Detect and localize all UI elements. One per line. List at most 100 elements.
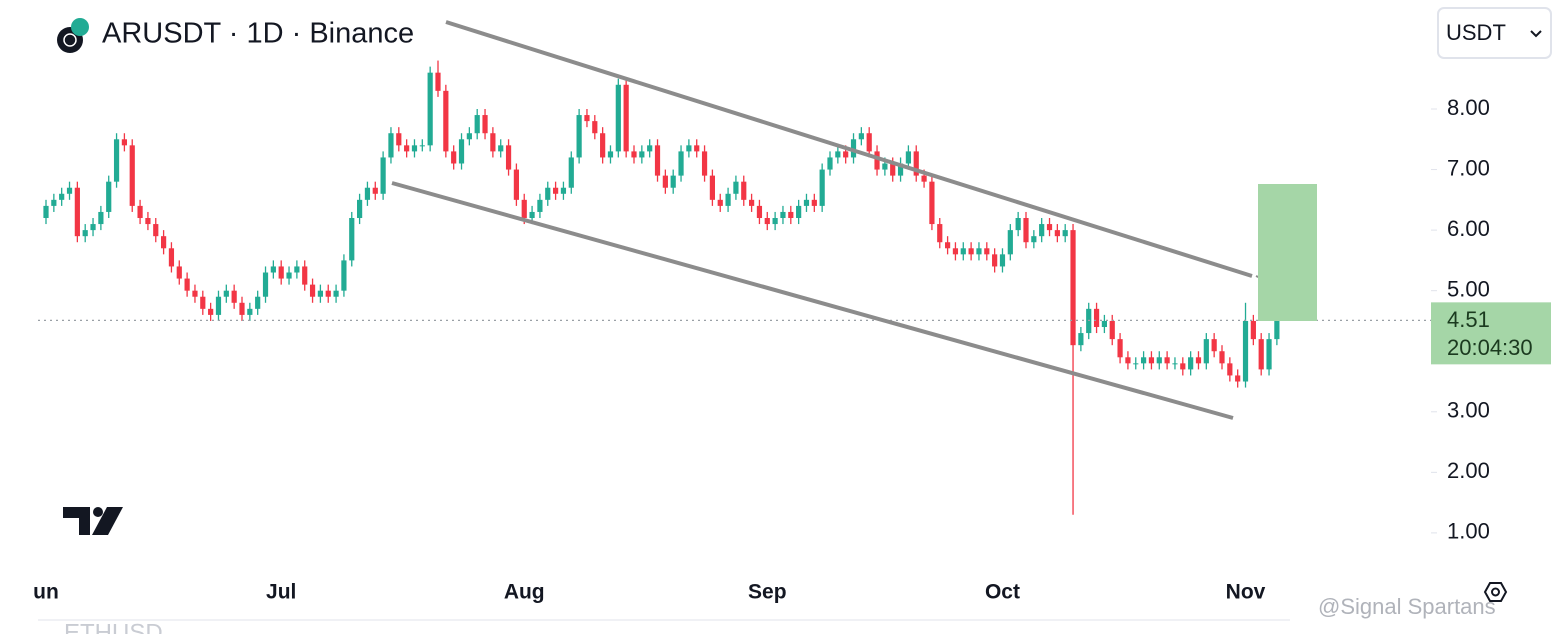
candle-body: [74, 187, 80, 237]
candle-body: [897, 163, 904, 176]
x-tick-label: Oct: [985, 581, 1020, 604]
candle-body: [819, 169, 825, 206]
candle-body: [302, 266, 308, 285]
candle-body: [443, 90, 449, 152]
candle-body: [1093, 308, 1100, 328]
candle-body: [647, 145, 653, 152]
candle-body: [1039, 224, 1045, 237]
settings-icon[interactable]: [1483, 582, 1508, 602]
candle-body: [294, 266, 300, 273]
candle-body: [215, 296, 222, 315]
candle-body: [451, 151, 457, 164]
candle-body: [1180, 363, 1186, 370]
bottom-ticker: ETHUSD: [64, 619, 163, 634]
candle-body: [890, 163, 896, 176]
candle-body: [709, 175, 715, 200]
y-tick-label: 8.00: [1447, 95, 1490, 120]
candle-body: [686, 145, 692, 152]
candle-body: [113, 139, 120, 182]
logo-slash: [92, 507, 123, 535]
candle-body: [458, 139, 465, 164]
candle-body: [568, 157, 574, 188]
countdown-label: 20:04:30: [1447, 335, 1533, 360]
candle-body: [827, 157, 833, 170]
candle-body: [1133, 363, 1139, 365]
candle-body: [372, 187, 378, 194]
symbol-icon-inner: [63, 33, 77, 47]
candle-body: [1023, 218, 1029, 243]
target-box: [1258, 184, 1317, 321]
candle-body: [247, 308, 253, 315]
candle-body: [741, 181, 747, 200]
candle-body: [505, 145, 512, 170]
candle-body: [341, 260, 347, 291]
candle-body: [1156, 357, 1162, 364]
candle-body: [482, 115, 488, 134]
candle-body: [764, 218, 770, 225]
chart-title: ARUSDT · 1D · Binance: [102, 18, 414, 50]
x-tick-label: Nov: [1226, 581, 1266, 604]
candle-body: [490, 133, 496, 152]
candle-body: [1015, 218, 1021, 231]
candle-body: [333, 290, 339, 297]
candle-body: [325, 290, 331, 297]
candle-body: [992, 254, 998, 267]
candle-body: [694, 145, 700, 152]
candle-body: [145, 218, 151, 225]
candle-body: [317, 290, 323, 297]
candle-body: [1007, 230, 1013, 255]
candle-body: [1054, 230, 1060, 237]
candle-body: [208, 308, 214, 315]
x-tick-label: un: [33, 581, 59, 604]
candle-body: [1141, 357, 1147, 364]
candle-body: [521, 199, 527, 219]
y-tick-label: 2.00: [1447, 458, 1490, 483]
candle-body: [262, 272, 269, 297]
currency-dropdown[interactable]: [1437, 7, 1552, 59]
candle-body: [1172, 363, 1178, 365]
candle-body: [1062, 230, 1068, 237]
candle-body: [427, 72, 433, 146]
candle-body: [59, 193, 65, 200]
candle-body: [639, 151, 645, 158]
candle-body: [1086, 308, 1092, 334]
candle-body: [725, 193, 731, 206]
candle-body: [1078, 333, 1084, 346]
candle-body: [921, 175, 927, 182]
candle-body: [137, 205, 143, 219]
x-tick-label: Sep: [748, 581, 787, 604]
candle-body: [858, 133, 864, 140]
candle-body: [945, 242, 951, 249]
logo-dot: [93, 507, 103, 517]
candle-body: [913, 151, 919, 176]
candle-body: [278, 266, 284, 279]
channel-lower: [391, 181, 1234, 420]
candle-body: [960, 248, 966, 255]
candle-body: [788, 211, 794, 219]
candle-body: [286, 272, 292, 279]
y-tick-label: 3.00: [1447, 398, 1490, 423]
candle-body: [1235, 375, 1241, 382]
candle-body: [835, 151, 841, 158]
plot-area: 1.00 2.00 3.00 5.00 6.00 7.00 8.00 un Jul Aug Sep O…: [33, 60, 1490, 604]
candle-body: [1242, 320, 1249, 382]
candle-body: [623, 84, 629, 152]
candle-body: [1046, 224, 1053, 231]
candle-body: [231, 290, 237, 303]
candle-body: [474, 115, 480, 134]
candle-body: [874, 151, 880, 170]
y-tick-label: 1.00: [1447, 519, 1490, 544]
candle-body: [349, 218, 355, 261]
y-tick-label: 5.00: [1447, 276, 1490, 301]
candle-body: [1070, 230, 1076, 346]
candle-body: [1211, 339, 1217, 352]
candle-body: [1148, 357, 1155, 364]
candle-body: [411, 145, 418, 152]
candle-body: [380, 157, 386, 194]
candle-body: [999, 254, 1006, 267]
candle-body: [780, 211, 786, 219]
candle-body: [82, 230, 88, 237]
candle-body: [631, 151, 637, 158]
candle-body: [576, 115, 582, 158]
